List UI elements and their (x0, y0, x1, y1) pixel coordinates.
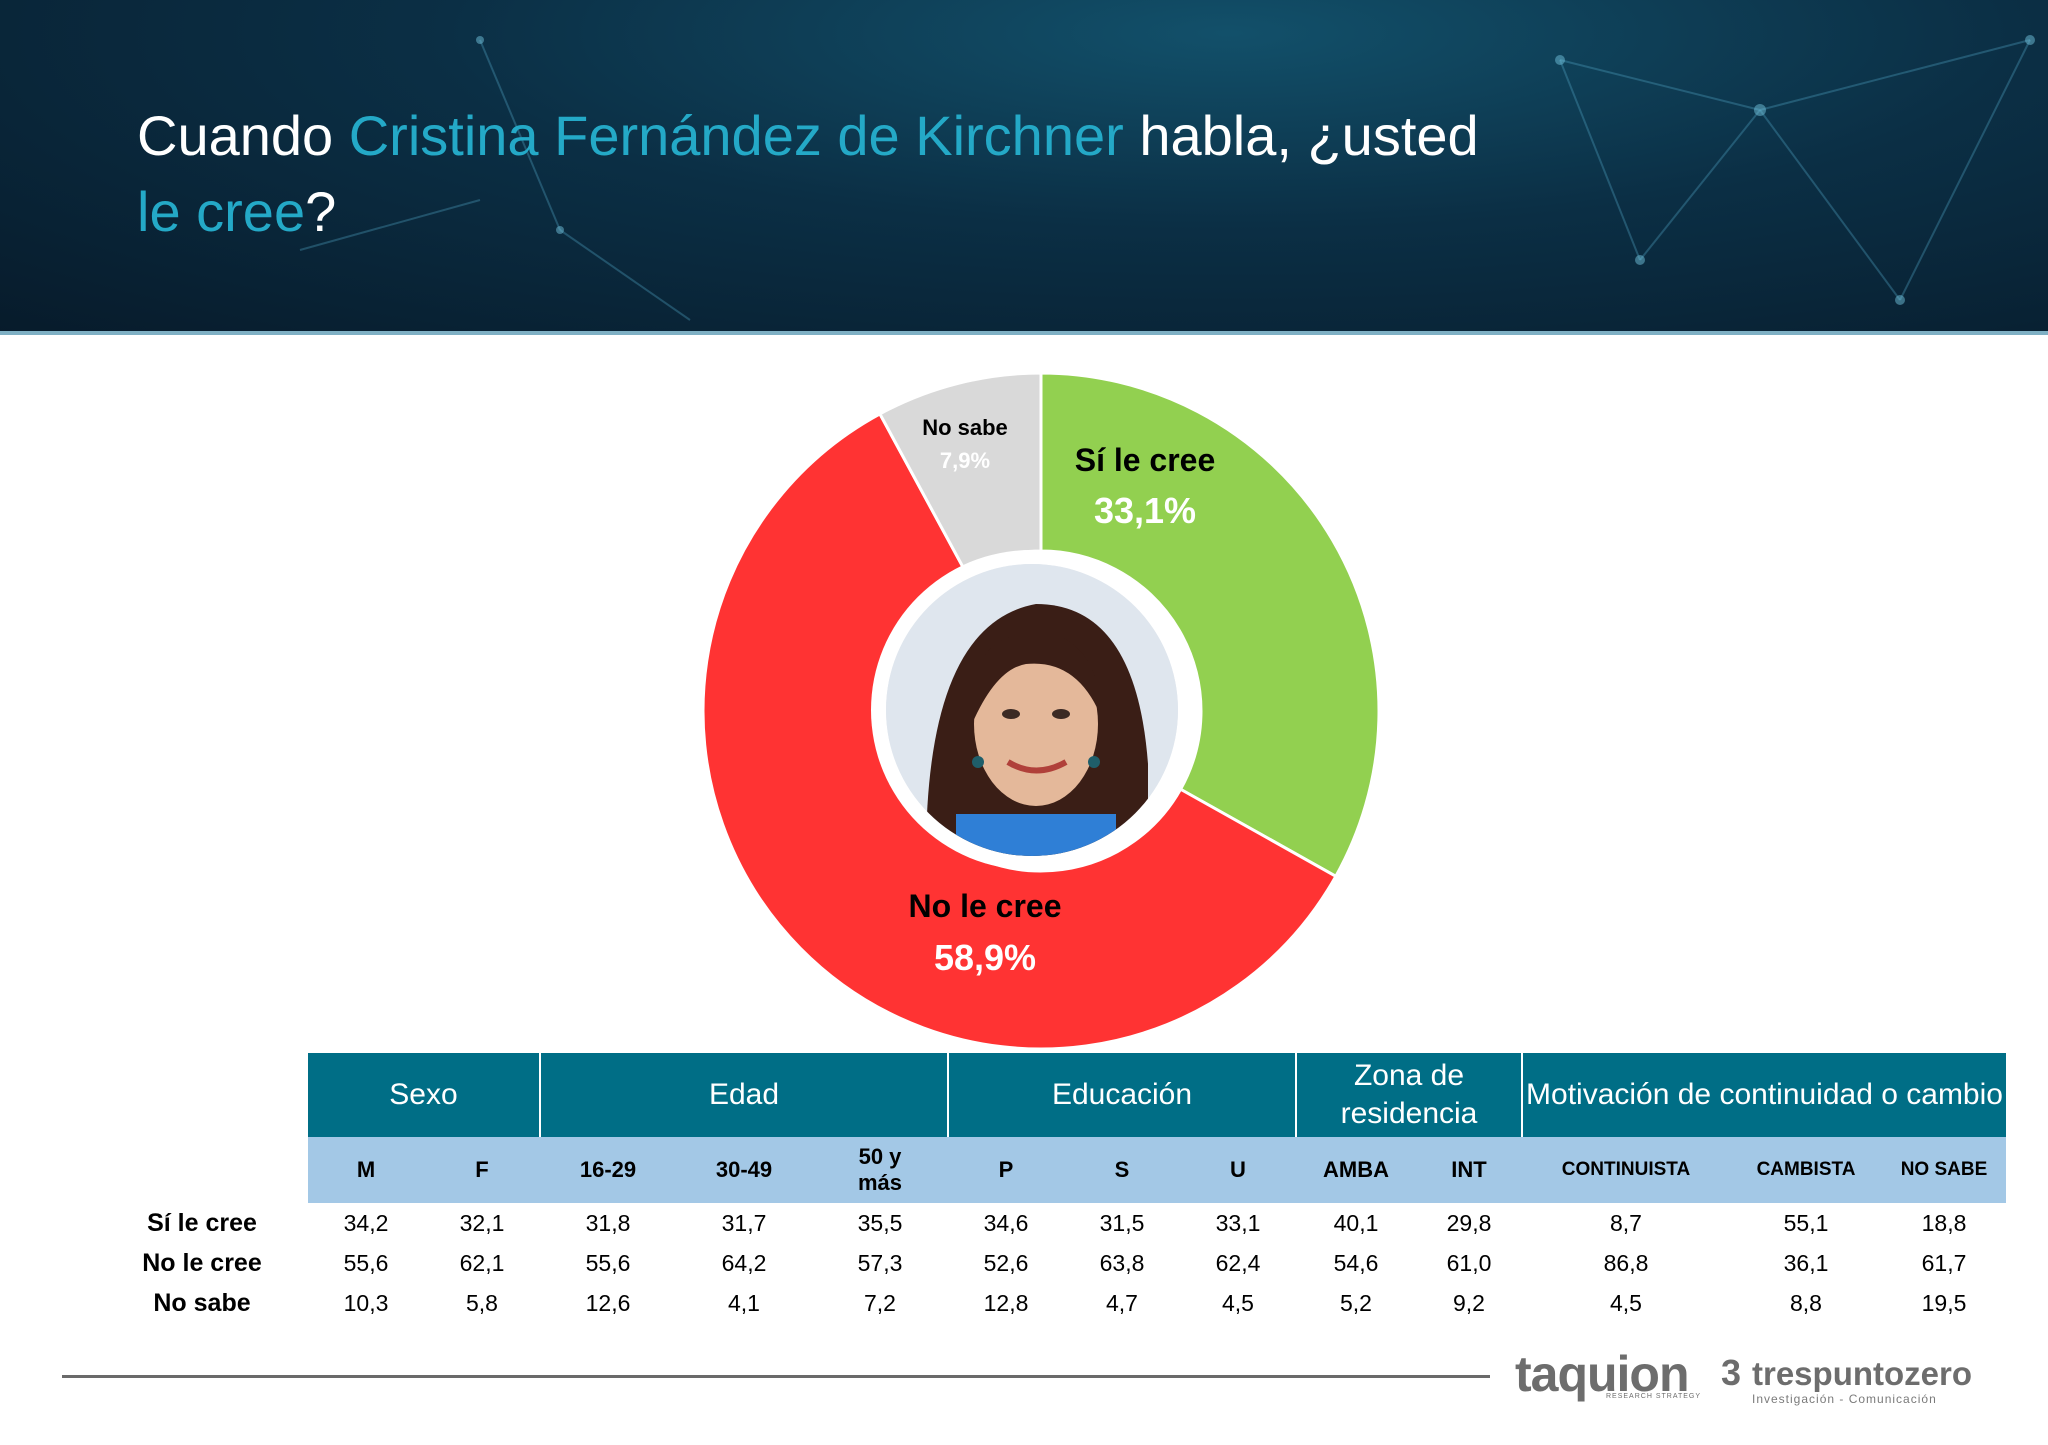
column-header: CAMBISTA (1730, 1137, 1882, 1203)
group-header-educacion: Educación (948, 1053, 1297, 1137)
column-header: AMBA (1296, 1137, 1416, 1203)
table-cell: 57,3 (857, 1249, 903, 1276)
table-cell: 31,8 (585, 1209, 631, 1236)
title-highlight-name: Cristina Fernández de Kirchner (348, 104, 1124, 167)
table-cell: 5,2 (1340, 1289, 1372, 1316)
footer-divider (62, 1375, 1490, 1378)
column-header: P (948, 1137, 1064, 1203)
page-title: Cuando Cristina Fernández de Kirchner ha… (137, 98, 1637, 250)
table-row: No le cree 55,6 62,1 55,6 64,2 57,3 52,6 63,8 62… (96, 1243, 2006, 1283)
title-text-3: ? (305, 180, 337, 243)
table-cell: 32,1 (459, 1209, 505, 1236)
column-header: S (1064, 1137, 1180, 1203)
table-cell: 4,5 (1610, 1289, 1642, 1316)
table-cell: 64,2 (721, 1249, 767, 1276)
row-label: No sabe (153, 1288, 251, 1317)
table-cell: 5,8 (466, 1289, 498, 1316)
portrait-illustration (886, 564, 1178, 856)
column-header: INT (1416, 1137, 1522, 1203)
group-header-edad: Edad (540, 1053, 949, 1137)
table-cell: 8,8 (1790, 1289, 1822, 1316)
title-text-1: Cuando (137, 104, 349, 167)
row-label: Sí le cree (147, 1208, 257, 1237)
column-header-50-y-mas: 50 y más (857, 1144, 903, 1195)
column-header: 16-29 (540, 1137, 676, 1203)
table-cell: 40,1 (1333, 1209, 1379, 1236)
table-cell: 31,7 (721, 1209, 767, 1236)
table-cell: 61,0 (1446, 1249, 1492, 1276)
table-cell: 4,5 (1222, 1289, 1254, 1316)
label-no-name: No le cree (908, 888, 1062, 924)
table-cell: 29,8 (1446, 1209, 1492, 1236)
table-cell: 61,7 (1921, 1249, 1967, 1276)
label-si-value: 33,1% (1093, 490, 1197, 531)
table-cell: 19,5 (1921, 1289, 1967, 1316)
table-cell: 18,8 (1921, 1209, 1967, 1236)
table-cell: 31,5 (1099, 1209, 1145, 1236)
crosstab-table: Sexo Edad Educación Zona de residencia M… (96, 1053, 2006, 1323)
table-cell: 34,6 (983, 1209, 1029, 1236)
taquion-logo: taquion (1515, 1346, 1690, 1402)
taquion-logo-subtitle: RESEARCH STRATEGY (1606, 1393, 1702, 1400)
table-cell: 63,8 (1099, 1249, 1145, 1276)
table-row: Sí le cree 34,2 32,1 31,8 31,7 35,5 34,6 31,5 33… (96, 1203, 2006, 1243)
table-cell: 55,1 (1783, 1209, 1829, 1236)
table-cell: 8,7 (1610, 1209, 1642, 1236)
column-header: 30-49 (676, 1137, 812, 1203)
network-background-graphic (299, 35, 2035, 321)
header-banner: Cuando Cristina Fernández de Kirchner ha… (0, 0, 2048, 333)
table-cell: 4,1 (728, 1289, 760, 1316)
table-cell: 54,6 (1333, 1249, 1379, 1276)
table-cell: 12,8 (983, 1289, 1029, 1316)
table-cell: 55,6 (343, 1249, 389, 1276)
column-header: NO SABE (1882, 1137, 2006, 1203)
column-header: 50 y más (812, 1137, 948, 1203)
column-header: U (1180, 1137, 1296, 1203)
trespuntozero-logo-subtitle: Investigación - Comunicación (1752, 1392, 1937, 1406)
label-ns-name: No sabe (922, 415, 1008, 440)
trespuntozero-logo: trespuntozero (1752, 1355, 1973, 1392)
table-corner (96, 1053, 308, 1137)
portrait-photo (886, 564, 1178, 856)
title-text-2: habla, ¿usted (1123, 104, 1479, 167)
label-no-value: 58,9% (933, 937, 1037, 978)
title-highlight-le-cree: le cree (137, 180, 306, 243)
table-cell: 62,1 (459, 1249, 505, 1276)
table-cell: 35,5 (857, 1209, 903, 1236)
donut-slice-si-le-cree (1039, 371, 1380, 879)
donut-chart (701, 371, 1380, 1051)
label-si-name: Sí le cree (1074, 442, 1216, 478)
column-header: CONTINUISTA (1522, 1137, 1730, 1203)
column-header: F (424, 1137, 540, 1203)
row-label: No le cree (142, 1248, 262, 1277)
table-cell: 10,3 (343, 1289, 389, 1316)
table-cell: 55,6 (585, 1249, 631, 1276)
table-cell: 52,6 (983, 1249, 1029, 1276)
table-corner-sub (96, 1137, 308, 1203)
table-cell: 33,1 (1215, 1209, 1261, 1236)
table-cell: 12,6 (585, 1289, 631, 1316)
table-cell: 34,2 (343, 1209, 389, 1236)
table-cell: 86,8 (1603, 1249, 1649, 1276)
group-header-sexo: Sexo (308, 1053, 541, 1137)
label-ns-value: 7,9% (939, 448, 991, 473)
trespuntozero-logo-mark: 3 (1721, 1352, 1742, 1393)
group-header-motivacion: Motivación de continuidad o cambio (1522, 1053, 2006, 1137)
table-row: No sabe 10,3 5,8 12,6 4,1 7,2 12,8 4,7 4,5 5,2 9,2… (96, 1283, 2006, 1323)
column-header: M (308, 1137, 424, 1203)
table-cell: 62,4 (1215, 1249, 1261, 1276)
table-cell: 4,7 (1106, 1289, 1138, 1316)
header-divider (0, 331, 2048, 335)
table-cell: 7,2 (864, 1289, 896, 1316)
table-cell: 36,1 (1783, 1249, 1829, 1276)
table-cell: 9,2 (1453, 1289, 1485, 1316)
group-header-zona: Zona de residencia (1296, 1053, 1523, 1137)
